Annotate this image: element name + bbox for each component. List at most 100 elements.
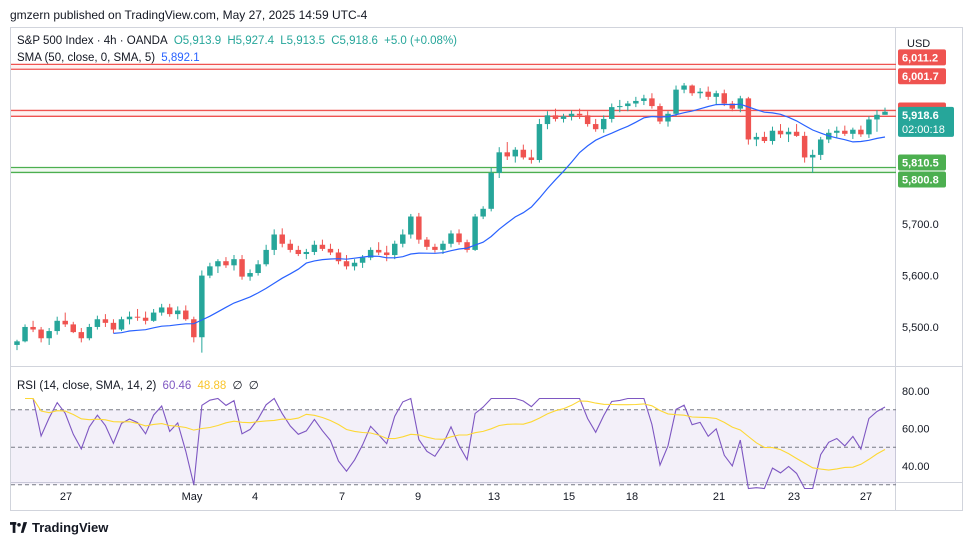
candle <box>464 239 470 253</box>
candle-body <box>528 157 535 161</box>
current-price-badge-bg <box>898 106 954 137</box>
candle <box>456 229 462 245</box>
candle <box>94 315 101 330</box>
candle-body <box>745 98 752 140</box>
rsi-value: 60.46 <box>162 380 192 392</box>
candle-body <box>882 111 888 115</box>
time-tick-label: 21 <box>713 491 725 503</box>
candle <box>54 316 60 335</box>
tradingview-brand: TradingView <box>10 520 108 535</box>
candle <box>480 206 486 220</box>
candle-body <box>858 129 864 135</box>
candle <box>175 306 181 320</box>
candle <box>641 94 647 106</box>
candle-body <box>383 252 390 256</box>
open-value: O5,913.9 <box>173 35 222 47</box>
candle <box>512 147 519 163</box>
candle-body <box>448 233 454 244</box>
candle-body <box>231 259 237 266</box>
candle-body <box>584 115 591 125</box>
candle-body <box>424 239 430 247</box>
candle-body <box>110 322 117 330</box>
rsi-extra-1: ∅ <box>232 380 243 392</box>
candle-body <box>78 332 85 339</box>
symbol-label: S&P 500 Index · 4h · OANDA <box>17 35 168 47</box>
candle-body <box>753 136 760 140</box>
candle-body <box>520 149 527 158</box>
candle <box>777 124 784 138</box>
candle-body <box>480 208 486 217</box>
candle-body <box>633 100 639 104</box>
time-tick-label: 13 <box>488 491 500 503</box>
candle <box>38 326 44 343</box>
candle <box>279 228 285 248</box>
price-tick-label: 5,500.0 <box>902 322 939 334</box>
candle-body <box>665 113 671 122</box>
candle <box>689 84 695 96</box>
candle-body <box>801 135 808 158</box>
close-value: C5,918.6 <box>331 35 378 47</box>
candle <box>247 269 253 281</box>
candle-body <box>705 91 711 97</box>
candle <box>424 237 430 250</box>
candle <box>408 213 414 239</box>
candle <box>769 126 776 145</box>
candle-body <box>215 261 221 267</box>
candle <box>46 327 52 345</box>
candle-body <box>681 85 687 90</box>
candle <box>721 89 727 107</box>
currency-label[interactable]: USD <box>907 38 931 50</box>
candle <box>592 118 599 132</box>
candle <box>617 99 623 113</box>
candle-body <box>319 244 326 249</box>
candle-body <box>14 341 20 345</box>
candle <box>191 316 197 343</box>
chart-frame <box>10 27 963 511</box>
time-tick-label: 27 <box>60 491 72 503</box>
candle-body <box>625 103 631 107</box>
candle <box>560 113 567 123</box>
candle <box>882 107 888 115</box>
resistance-zone-upper-fill <box>11 64 896 70</box>
candle <box>657 103 663 125</box>
price-tick-label: 5,700.0 <box>902 219 939 231</box>
candle-body <box>335 252 342 262</box>
candle-body <box>817 139 824 155</box>
candle <box>705 86 711 100</box>
candle-body <box>142 317 149 321</box>
candle-body <box>102 319 109 323</box>
candle <box>14 339 20 351</box>
candle-body <box>769 130 776 142</box>
candle <box>215 259 221 274</box>
candle-body <box>834 130 840 133</box>
candle-body <box>785 131 792 135</box>
price-badge: 6,011.2 <box>898 49 946 66</box>
candle <box>673 85 679 117</box>
candle-body <box>279 234 285 244</box>
candle-body <box>94 319 101 327</box>
candle <box>134 308 141 321</box>
candle <box>753 132 760 147</box>
sma-legend: SMA (50, close, 0, SMA, 5) 5,892.1 <box>17 52 203 64</box>
rsi-legend: RSI (14, close, SMA, 14, 2) 60.46 48.88 … <box>17 378 262 392</box>
candle <box>576 108 583 119</box>
candle-body <box>842 130 848 134</box>
countdown-label: 02:00:18 <box>902 124 945 136</box>
time-tick-label: 23 <box>788 491 800 503</box>
candle-body <box>697 91 703 94</box>
candle-body <box>504 152 510 157</box>
candle <box>785 127 792 143</box>
candle <box>488 167 494 212</box>
candle-body <box>560 116 567 119</box>
candle <box>255 260 261 276</box>
candle-body <box>166 307 173 315</box>
candle-body <box>191 319 197 338</box>
candle <box>633 96 639 108</box>
candle <box>761 131 768 144</box>
candle <box>231 255 237 271</box>
candle-body <box>295 249 302 255</box>
brand-name: TradingView <box>32 520 109 535</box>
candle <box>520 144 527 160</box>
candle-body <box>30 326 36 330</box>
